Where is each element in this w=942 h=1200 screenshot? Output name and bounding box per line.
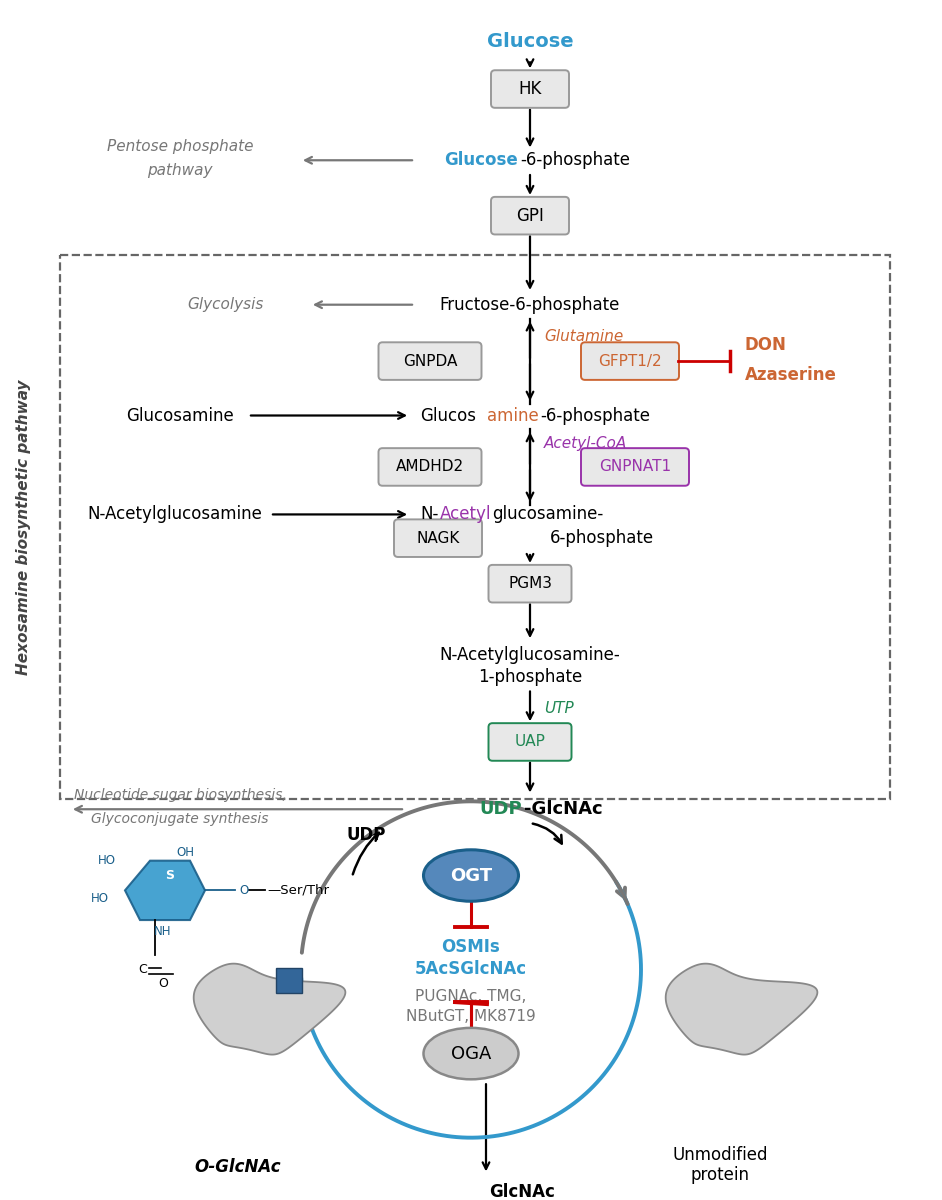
Text: O: O [158, 977, 168, 990]
FancyBboxPatch shape [379, 342, 481, 380]
Text: glucosamine-: glucosamine- [492, 505, 603, 523]
Text: AMDHD2: AMDHD2 [396, 460, 464, 474]
Text: -6-phosphate: -6-phosphate [520, 151, 630, 169]
Text: Azaserine: Azaserine [745, 366, 836, 384]
Text: Fructose-6-phosphate: Fructose-6-phosphate [440, 295, 620, 313]
Text: Glycolysis: Glycolysis [187, 298, 263, 312]
FancyBboxPatch shape [491, 197, 569, 234]
FancyBboxPatch shape [379, 448, 481, 486]
Text: Nucleotide sugar biosynthesis,: Nucleotide sugar biosynthesis, [73, 788, 286, 803]
FancyBboxPatch shape [489, 724, 572, 761]
Text: GNPDA: GNPDA [403, 354, 457, 368]
Text: OGT: OGT [450, 866, 492, 884]
FancyBboxPatch shape [489, 565, 572, 602]
Text: DON: DON [745, 336, 787, 354]
Ellipse shape [424, 1028, 518, 1079]
Text: 1-phosphate: 1-phosphate [478, 667, 582, 685]
Text: -6-phosphate: -6-phosphate [540, 407, 650, 425]
Text: PUGNAc, TMG,: PUGNAc, TMG, [415, 989, 527, 1003]
Text: HO: HO [91, 892, 109, 905]
Text: UDP: UDP [347, 826, 385, 844]
Text: Pentose phosphate: Pentose phosphate [106, 139, 253, 154]
Text: Glucose: Glucose [487, 32, 574, 52]
Text: 6-phosphate: 6-phosphate [550, 529, 654, 547]
Text: PGM3: PGM3 [508, 576, 552, 592]
Text: C: C [138, 964, 147, 976]
Text: pathway: pathway [147, 163, 213, 178]
Text: UAP: UAP [514, 734, 545, 750]
Text: Unmodified: Unmodified [673, 1146, 768, 1164]
FancyBboxPatch shape [581, 342, 679, 380]
Text: —Ser/Thr: —Ser/Thr [267, 884, 329, 896]
Text: Hexosamine biosynthetic pathway: Hexosamine biosynthetic pathway [17, 379, 31, 676]
Text: N-Acetylglucosamine-: N-Acetylglucosamine- [440, 646, 621, 664]
Text: protein: protein [690, 1166, 750, 1184]
Text: GNPNAT1: GNPNAT1 [599, 460, 671, 474]
Text: OH: OH [176, 846, 194, 859]
Text: NAGK: NAGK [416, 530, 460, 546]
Text: GPI: GPI [516, 206, 544, 224]
Text: Acetyl-CoA: Acetyl-CoA [544, 436, 627, 451]
Text: OSMIs: OSMIs [442, 937, 500, 955]
FancyBboxPatch shape [394, 520, 482, 557]
FancyBboxPatch shape [581, 448, 689, 486]
Text: Acetyl: Acetyl [440, 505, 492, 523]
Text: N-: N- [420, 505, 438, 523]
Ellipse shape [424, 850, 518, 901]
Polygon shape [666, 964, 818, 1055]
Text: UDP: UDP [479, 800, 522, 818]
Text: 5AcSGlcNAc: 5AcSGlcNAc [414, 960, 528, 978]
Text: Glucose: Glucose [445, 151, 518, 169]
Text: O: O [239, 884, 249, 896]
Text: Glucos: Glucos [420, 407, 476, 425]
FancyBboxPatch shape [276, 967, 302, 994]
Text: Glucosamine: Glucosamine [126, 407, 234, 425]
Text: O-GlcNAc: O-GlcNAc [195, 1158, 282, 1176]
Text: Glycoconjugate synthesis: Glycoconjugate synthesis [91, 812, 268, 826]
Text: NH: NH [154, 925, 171, 938]
Text: GlcNAc: GlcNAc [489, 1183, 555, 1200]
Text: UTP: UTP [544, 701, 574, 716]
Text: OGA: OGA [451, 1044, 491, 1062]
Text: HK: HK [518, 80, 542, 98]
Text: NButGT, MK8719: NButGT, MK8719 [406, 1008, 536, 1024]
Text: N-Acetylglucosamine: N-Acetylglucosamine [88, 505, 263, 523]
Text: -GlcNAc: -GlcNAc [524, 800, 603, 818]
Text: S: S [166, 869, 174, 882]
Text: HO: HO [98, 854, 116, 868]
Polygon shape [125, 860, 205, 920]
Polygon shape [194, 964, 346, 1055]
Text: GFPT1/2: GFPT1/2 [598, 354, 662, 368]
Text: Glutamine: Glutamine [544, 329, 624, 344]
Text: amine: amine [487, 407, 539, 425]
FancyBboxPatch shape [491, 71, 569, 108]
